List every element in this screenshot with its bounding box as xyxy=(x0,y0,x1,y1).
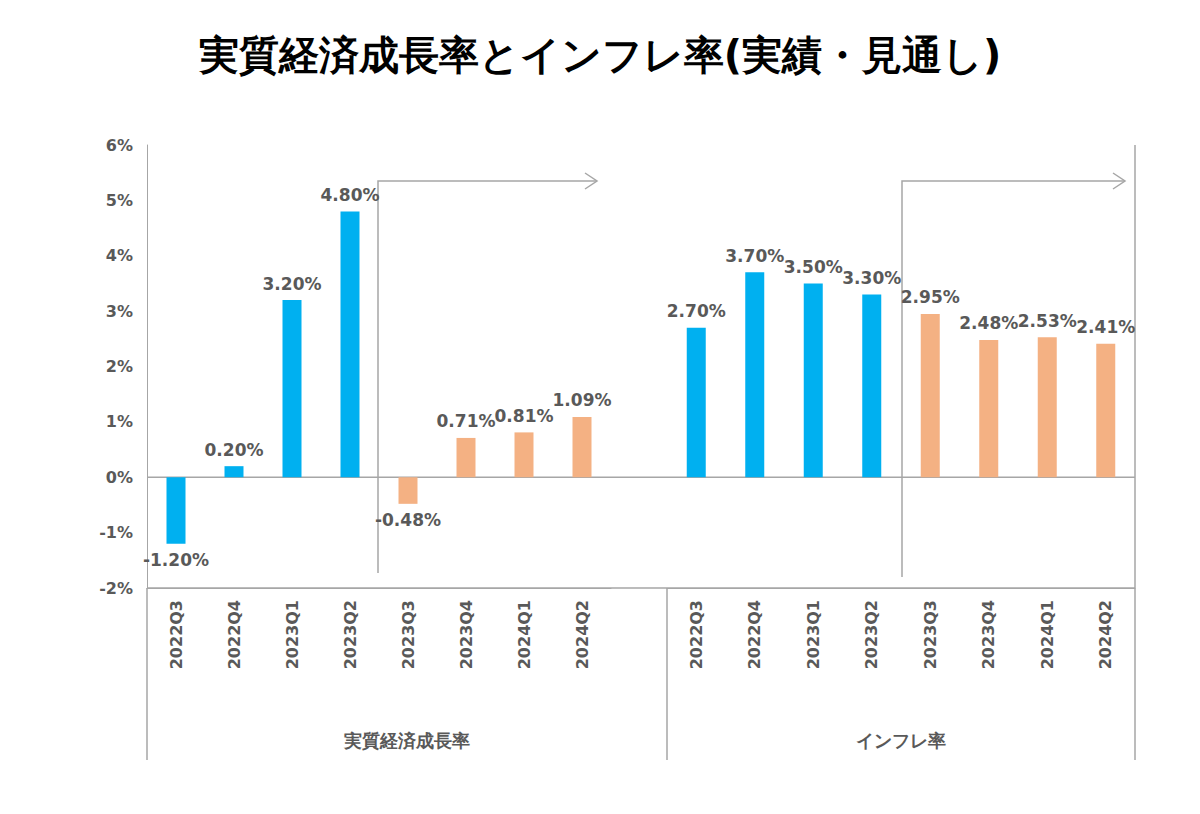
svg-text:0.71%: 0.71% xyxy=(437,411,496,431)
svg-text:2024Q2: 2024Q2 xyxy=(573,600,592,669)
svg-text:2022Q4: 2022Q4 xyxy=(745,600,764,669)
svg-text:3.50%: 3.50% xyxy=(784,257,843,277)
svg-text:-2%: -2% xyxy=(99,579,133,598)
svg-text:2023Q3: 2023Q3 xyxy=(399,600,418,669)
svg-text:4.80%: 4.80% xyxy=(321,185,380,205)
svg-text:2024Q2: 2024Q2 xyxy=(1096,600,1115,669)
svg-text:2.53%: 2.53% xyxy=(1018,311,1077,331)
svg-text:2022Q4: 2022Q4 xyxy=(225,600,244,669)
svg-text:2.95%: 2.95% xyxy=(901,287,960,307)
svg-text:5%: 5% xyxy=(106,191,133,210)
svg-text:0.81%: 0.81% xyxy=(495,406,554,426)
svg-text:2024Q1: 2024Q1 xyxy=(1038,600,1057,669)
svg-text:1.09%: 1.09% xyxy=(553,390,612,410)
svg-text:2022Q3: 2022Q3 xyxy=(167,600,186,669)
svg-text:3%: 3% xyxy=(106,302,133,321)
svg-text:2%: 2% xyxy=(106,357,133,376)
svg-text:2023Q4: 2023Q4 xyxy=(979,600,998,669)
svg-text:4%: 4% xyxy=(106,246,133,265)
svg-text:2023Q2: 2023Q2 xyxy=(862,600,881,669)
svg-text:実質経済成長率とインフレ率(実績・見通し): 実質経済成長率とインフレ率(実績・見通し) xyxy=(198,32,1002,78)
svg-text:6%: 6% xyxy=(106,136,133,155)
svg-text:2.70%: 2.70% xyxy=(667,301,726,321)
svg-text:-1.20%: -1.20% xyxy=(143,550,209,570)
svg-text:-1%: -1% xyxy=(99,523,133,542)
svg-text:3.20%: 3.20% xyxy=(263,274,322,294)
svg-text:2023Q4: 2023Q4 xyxy=(457,600,476,669)
svg-text:2023Q1: 2023Q1 xyxy=(283,600,302,669)
svg-text:2023Q2: 2023Q2 xyxy=(341,600,360,669)
svg-text:2023Q3: 2023Q3 xyxy=(921,600,940,669)
svg-text:2022Q3: 2022Q3 xyxy=(687,600,706,669)
svg-text:3.30%: 3.30% xyxy=(842,268,901,288)
svg-text:インフレ率: インフレ率 xyxy=(856,730,946,751)
svg-text:3.70%: 3.70% xyxy=(725,246,784,266)
svg-text:実質経済成長率: 実質経済成長率 xyxy=(343,730,470,751)
svg-text:2023Q1: 2023Q1 xyxy=(804,600,823,669)
svg-text:2.41%: 2.41% xyxy=(1076,317,1135,337)
svg-text:-0.48%: -0.48% xyxy=(375,510,441,530)
svg-text:2.48%: 2.48% xyxy=(959,313,1018,333)
svg-text:0%: 0% xyxy=(106,468,133,487)
svg-text:1%: 1% xyxy=(106,412,133,431)
svg-text:0.20%: 0.20% xyxy=(205,440,264,460)
svg-text:2024Q1: 2024Q1 xyxy=(515,600,534,669)
